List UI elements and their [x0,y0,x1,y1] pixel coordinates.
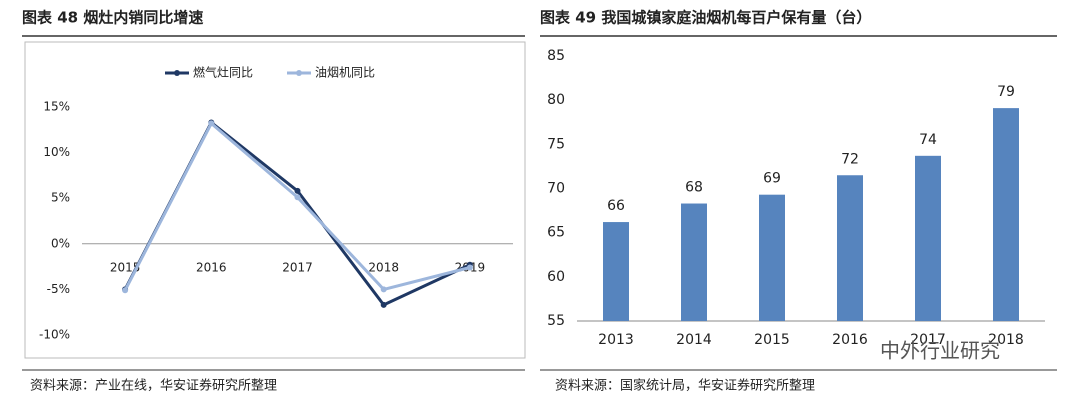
y-tick-label: 65 [547,225,565,241]
value-label: 74 [919,132,937,148]
bar [603,222,629,321]
legend-marker [296,70,302,76]
legend-label: 燃气灶同比 [193,65,253,80]
y-tick-label: 70 [547,181,565,197]
point [466,264,473,271]
value-label: 72 [841,151,859,167]
x-tick-label: 2015 [754,332,790,348]
x-tick-label: 2017 [910,332,946,348]
point [294,194,301,201]
bar [681,203,707,321]
y-tick-label: 80 [547,92,565,108]
point [208,120,215,127]
x-tick-label: 2016 [832,332,868,348]
x-tick-label: 2018 [988,332,1024,348]
x-tick-label: 2017 [282,260,313,274]
y-tick-label: 85 [547,48,565,64]
point [122,287,129,294]
x-tick-label: 2013 [598,332,634,348]
y-tick-label: 60 [547,269,565,285]
legend-marker [174,70,180,76]
x-tick-label: 2014 [676,332,712,348]
y-tick-label: 10% [43,145,70,159]
x-tick-label: 2016 [196,260,227,274]
y-tick-label: 75 [547,136,565,152]
bar [993,108,1019,321]
value-label: 79 [997,84,1015,100]
y-tick-label: 0% [51,236,70,250]
bar [837,175,863,321]
chart-frame [24,41,526,359]
value-label: 66 [607,198,625,214]
series-line [123,120,471,307]
value-label: 68 [685,180,703,196]
bar [915,155,941,321]
x-tick-label: 2015 [110,260,141,274]
y-tick-label: 55 [547,313,565,329]
y-tick-label: -10% [39,328,70,342]
point [380,286,387,293]
point [380,301,387,308]
y-tick-label: -5% [47,282,70,296]
chart-title: 图表 49 我国城镇家庭油烟机每百户保有量（台） [540,9,871,27]
source: 资料来源：产业在线，华安证券研究所整理 [30,378,277,394]
chart-title: 图表 48 烟灶内销同比增速 [22,9,203,27]
y-tick-label: 15% [43,100,70,114]
value-label: 69 [763,171,781,187]
legend-label: 油烟机同比 [315,66,375,80]
watermark: 中外行业研究 [880,339,1000,363]
y-tick-label: 5% [51,191,70,205]
point [294,187,301,194]
x-tick-label: 2018 [368,260,399,274]
bar [759,194,785,321]
source: 资料来源：国家统计局，华安证券研究所整理 [555,378,815,394]
